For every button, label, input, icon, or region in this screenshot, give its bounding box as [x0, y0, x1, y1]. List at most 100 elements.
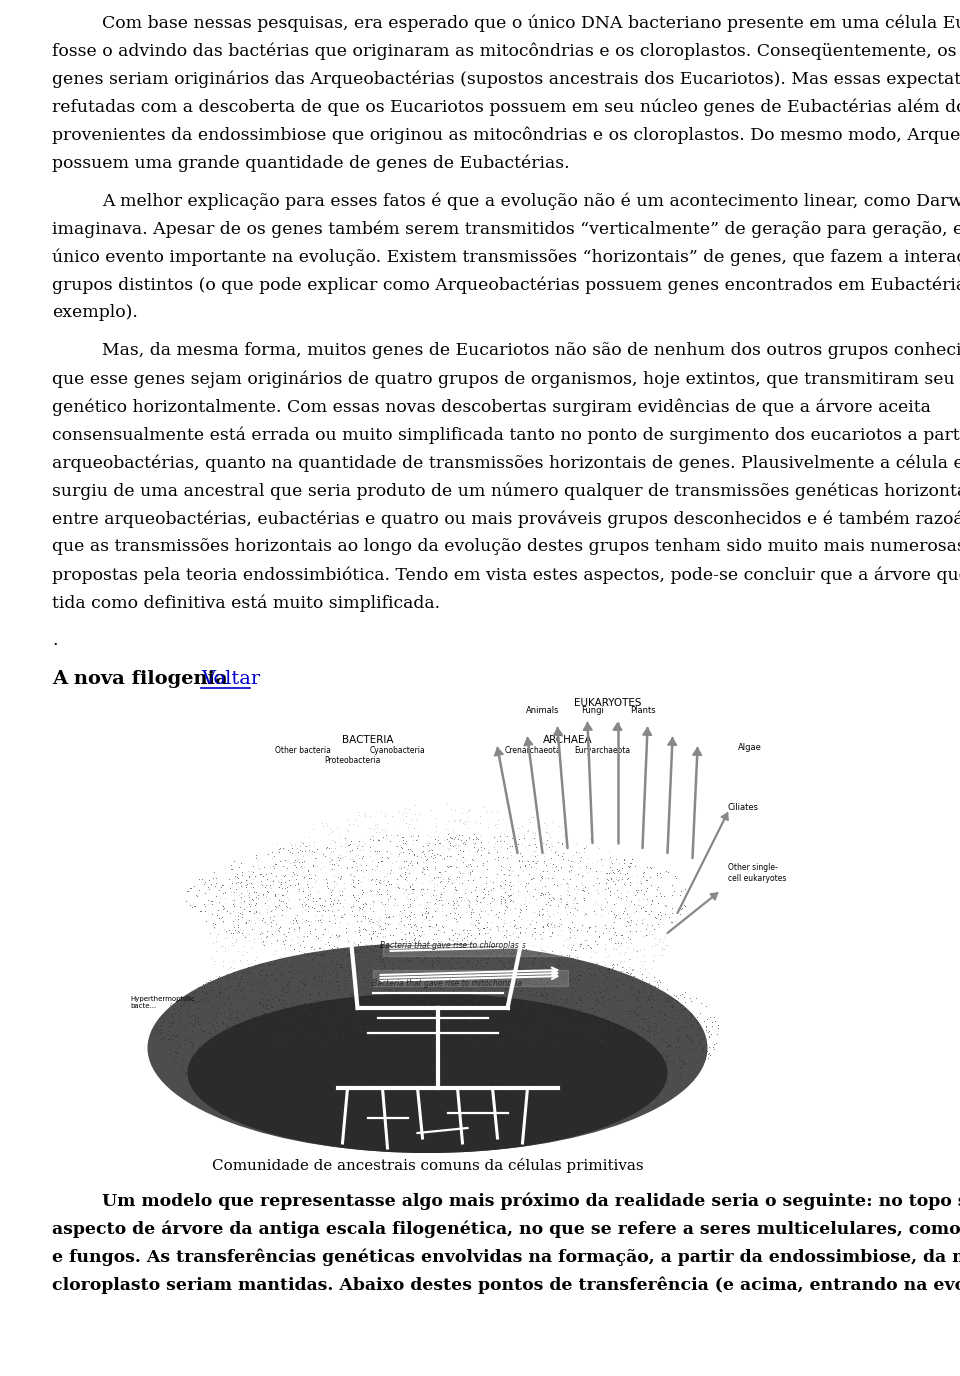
Point	[649, 971, 664, 993]
Point	[222, 1004, 237, 1026]
Point	[598, 1014, 613, 1036]
Point	[511, 849, 526, 871]
Point	[428, 914, 444, 936]
Point	[252, 885, 268, 907]
Point	[555, 952, 570, 974]
Point	[294, 831, 309, 853]
Point	[371, 1018, 386, 1040]
Point	[284, 1086, 300, 1108]
Point	[609, 1014, 624, 1036]
Point	[302, 999, 318, 1021]
Point	[549, 982, 564, 1004]
Point	[573, 846, 588, 868]
Point	[644, 889, 660, 911]
Point	[184, 1039, 200, 1061]
Point	[395, 991, 410, 1013]
Point	[500, 886, 516, 908]
Point	[704, 1024, 719, 1046]
Point	[318, 879, 333, 901]
Point	[411, 1029, 426, 1051]
Point	[327, 951, 343, 973]
Point	[201, 1011, 216, 1033]
Point	[535, 1068, 550, 1090]
Point	[469, 1110, 485, 1132]
Point	[472, 892, 488, 914]
Point	[572, 963, 588, 985]
Point	[458, 1020, 473, 1042]
Point	[610, 859, 625, 881]
Point	[405, 878, 420, 900]
Point	[425, 1018, 441, 1040]
Point	[248, 988, 263, 1010]
Point	[531, 901, 546, 923]
Point	[520, 966, 536, 988]
Point	[607, 1020, 622, 1042]
Point	[480, 841, 495, 863]
Point	[597, 989, 612, 1011]
Point	[308, 1014, 324, 1036]
Point	[315, 944, 330, 966]
Point	[520, 819, 536, 841]
Point	[597, 878, 612, 900]
Point	[579, 854, 594, 877]
Point	[374, 952, 390, 974]
Point	[565, 971, 581, 993]
Polygon shape	[507, 764, 518, 772]
Point	[636, 945, 651, 967]
Point	[590, 989, 606, 1011]
Point	[475, 952, 491, 974]
Point	[545, 981, 561, 1003]
Point	[395, 1018, 410, 1040]
Point	[250, 888, 265, 910]
Point	[379, 871, 395, 893]
Point	[504, 967, 519, 989]
Point	[540, 848, 556, 870]
Point	[541, 974, 557, 996]
Point	[641, 1026, 657, 1049]
Point	[380, 1020, 396, 1042]
Point	[580, 894, 595, 916]
Point	[442, 838, 457, 860]
Point	[340, 900, 355, 922]
Point	[580, 848, 595, 870]
Point	[424, 1073, 440, 1095]
Point	[374, 850, 390, 872]
Point	[324, 1009, 340, 1031]
Point	[261, 998, 276, 1020]
Point	[574, 1065, 589, 1087]
Point	[328, 1018, 344, 1040]
Point	[227, 958, 242, 980]
Point	[511, 955, 526, 977]
Point	[432, 1088, 447, 1110]
Point	[456, 918, 471, 940]
Point	[417, 947, 432, 969]
Point	[473, 835, 489, 857]
Polygon shape	[417, 788, 427, 797]
Point	[376, 866, 392, 888]
Point	[424, 839, 440, 861]
Point	[639, 980, 655, 1002]
Point	[532, 828, 547, 850]
Point	[513, 908, 528, 930]
Point	[433, 1097, 448, 1119]
Point	[540, 936, 555, 958]
Point	[505, 976, 520, 998]
Point	[262, 1039, 277, 1061]
Point	[452, 1010, 468, 1032]
Point	[248, 1009, 263, 1031]
Point	[588, 1036, 604, 1058]
Point	[357, 1106, 372, 1128]
Point	[416, 882, 431, 904]
Point	[164, 1011, 180, 1033]
Point	[226, 889, 241, 911]
Point	[495, 930, 511, 952]
Point	[294, 966, 309, 988]
Point	[560, 1087, 575, 1109]
Point	[189, 1007, 204, 1029]
Text: cloroplasto seriam mantidas. Abaixo destes pontos de transferência (e acima, ent: cloroplasto seriam mantidas. Abaixo dest…	[52, 1277, 960, 1295]
Point	[528, 1014, 543, 1036]
Point	[641, 1021, 657, 1043]
Point	[274, 948, 289, 970]
Point	[267, 1044, 282, 1066]
Point	[255, 933, 271, 955]
